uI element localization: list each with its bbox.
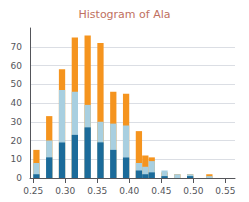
svg-text:0.40: 0.40 [119, 186, 139, 196]
svg-text:0.50: 0.50 [183, 186, 203, 196]
svg-text:10: 10 [11, 154, 23, 164]
svg-text:30: 30 [11, 117, 23, 127]
svg-text:50: 50 [11, 79, 23, 89]
svg-text:0.30: 0.30 [55, 186, 75, 196]
svg-text:70: 70 [11, 42, 23, 52]
svg-text:0.45: 0.45 [151, 186, 171, 196]
svg-text:0.35: 0.35 [87, 186, 107, 196]
svg-text:Histogram of Ala: Histogram of Ala [79, 8, 171, 21]
svg-text:0.25: 0.25 [23, 186, 43, 196]
svg-text:0: 0 [16, 173, 22, 183]
svg-text:60: 60 [11, 61, 23, 71]
svg-text:0.55: 0.55 [215, 186, 235, 196]
svg-text:20: 20 [11, 136, 23, 146]
svg-text:40: 40 [11, 98, 23, 108]
